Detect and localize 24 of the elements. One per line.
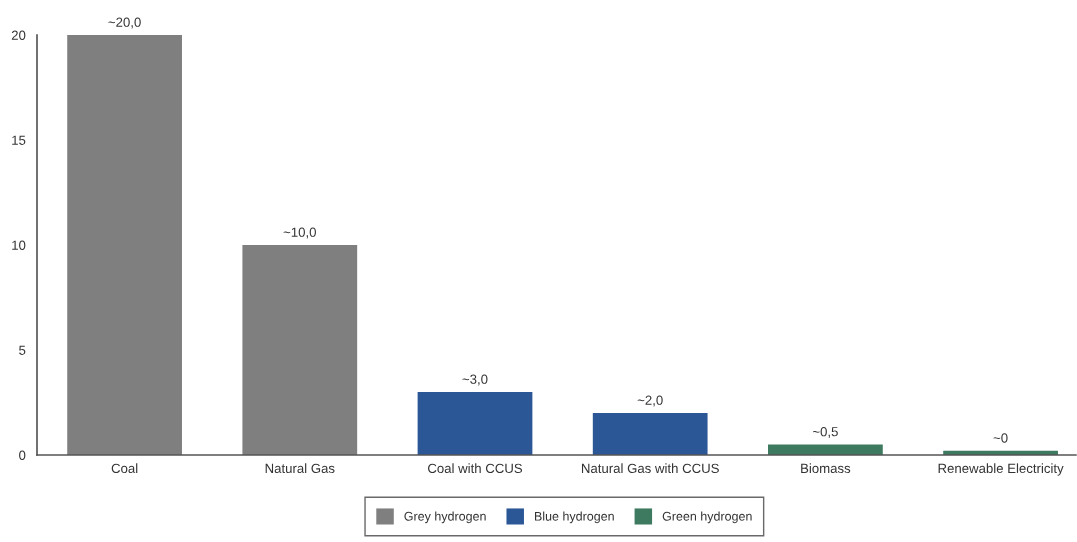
legend-label: Green hydrogen bbox=[662, 511, 752, 524]
data-label: ~20,0 bbox=[108, 17, 141, 29]
data-label: ~3,0 bbox=[462, 374, 488, 386]
data-label: ~0,5 bbox=[812, 426, 838, 438]
x-tick-label: Coal bbox=[111, 463, 138, 474]
x-tick-label: Coal with CCUS bbox=[428, 463, 523, 474]
y-tick-label: 0 bbox=[19, 450, 26, 460]
bar bbox=[592, 413, 708, 455]
bar bbox=[242, 245, 358, 455]
x-tick-label: Renewable Electricity bbox=[938, 463, 1064, 476]
bar bbox=[417, 392, 533, 455]
y-tick-label: 20 bbox=[11, 30, 26, 40]
y-tick-label: 10 bbox=[12, 240, 26, 250]
legend-label: Grey hydrogen bbox=[404, 511, 486, 524]
data-label: ~2,0 bbox=[637, 395, 663, 407]
data-label: ~10,0 bbox=[283, 227, 316, 239]
x-tick-label: Natural Gas with CCUS bbox=[581, 463, 719, 474]
legend-label: Blue hydrogen bbox=[534, 511, 614, 524]
x-tick-label: Biomass bbox=[801, 463, 851, 474]
y-tick-label: 15 bbox=[12, 135, 26, 145]
bar bbox=[67, 35, 182, 455]
x-tick-label: Natural Gas bbox=[265, 463, 335, 474]
y-tick-label: 5 bbox=[19, 345, 26, 355]
data-label: ~0 bbox=[993, 433, 1008, 443]
